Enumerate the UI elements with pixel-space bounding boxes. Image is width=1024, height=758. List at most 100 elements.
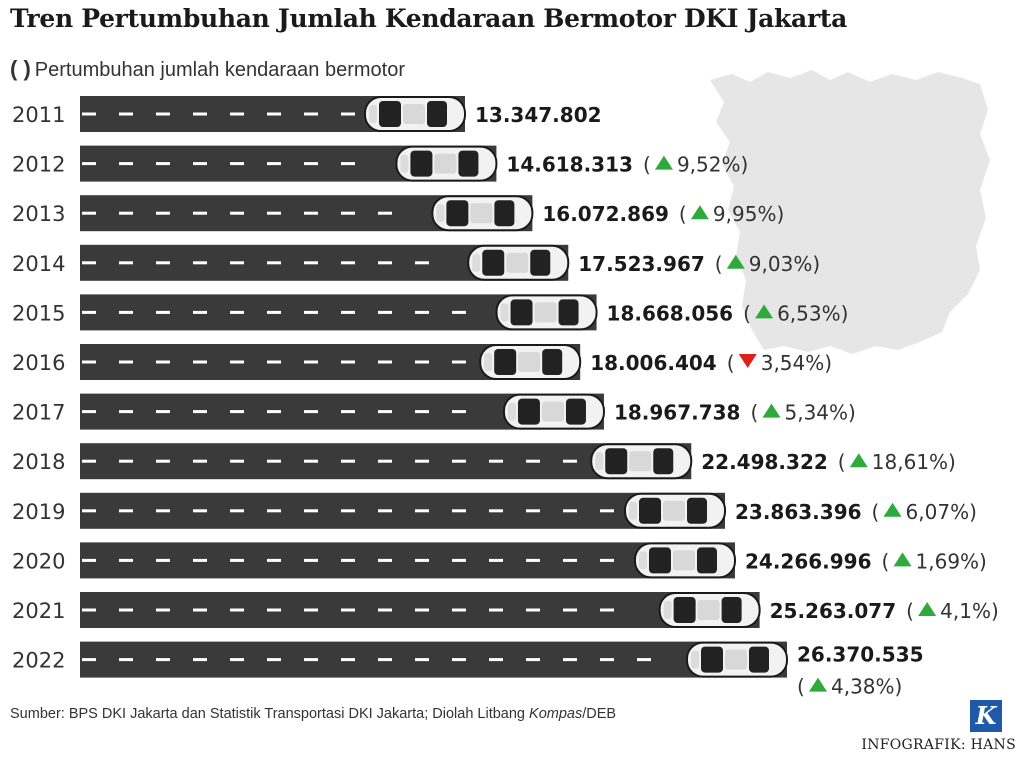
svg-text:(: ( — [750, 401, 758, 425]
lane-dash — [341, 360, 355, 364]
growth-label: (6,07%) — [872, 500, 977, 524]
value-label: 25.263.077 — [770, 599, 897, 623]
growth-label: (3,54%) — [727, 351, 832, 375]
lane-dash — [378, 360, 392, 364]
year-label: 2019 — [12, 500, 65, 524]
lane-dash — [341, 558, 355, 562]
value-label: 14.618.313 — [506, 153, 633, 177]
lane-dash — [119, 162, 133, 166]
lane-dash — [193, 162, 207, 166]
lane-dash — [193, 261, 207, 265]
lane-dash — [304, 459, 318, 463]
value-label: 13.347.802 — [475, 103, 602, 127]
lane-dash — [267, 658, 281, 662]
year-label: 2020 — [12, 549, 65, 573]
lane-dash — [82, 162, 96, 166]
lane-dash — [119, 310, 133, 314]
up-arrow-icon — [893, 552, 912, 567]
lane-dash — [304, 608, 318, 612]
legend-text: Pertumbuhan jumlah kendaraan bermotor — [34, 59, 405, 81]
lane-dash — [119, 261, 133, 265]
year-label: 2017 — [12, 401, 65, 425]
lane-dash — [415, 459, 429, 463]
lane-dash — [341, 509, 355, 513]
year-label: 2015 — [12, 301, 65, 325]
value-label: 18.668.056 — [607, 301, 734, 325]
lane-dash — [82, 310, 96, 314]
svg-text:6,07%): 6,07%) — [906, 500, 977, 524]
lane-dash — [193, 211, 207, 215]
lane-dash — [304, 410, 318, 414]
lane-dash — [415, 310, 429, 314]
lane-dash — [341, 211, 355, 215]
source-italic: Kompas — [529, 706, 583, 722]
lane-dash — [193, 509, 207, 513]
lane-dash — [415, 261, 429, 265]
infographic-credit: INFOGRAFIK: HANS — [861, 737, 1016, 753]
lane-dash — [156, 211, 170, 215]
lane-dash — [341, 261, 355, 265]
lane-dash — [341, 162, 355, 166]
lane-dash — [230, 608, 244, 612]
up-arrow-icon — [755, 304, 774, 319]
svg-text:(: ( — [906, 599, 914, 623]
lane-dash — [230, 360, 244, 364]
lane-dash — [267, 112, 281, 116]
lane-dash — [415, 658, 429, 662]
lane-dash — [119, 558, 133, 562]
lane-dash — [193, 310, 207, 314]
value-label: 23.863.396 — [735, 500, 862, 524]
lane-dash — [415, 558, 429, 562]
lane-dash — [230, 459, 244, 463]
lane-dash — [563, 658, 577, 662]
lane-dash — [267, 360, 281, 364]
value-label: 17.523.967 — [578, 252, 705, 276]
lane-dash — [267, 459, 281, 463]
lane-dash — [304, 360, 318, 364]
lane-dash — [378, 211, 392, 215]
legend-symbol: ( ) — [10, 56, 31, 81]
lane-dash — [82, 509, 96, 513]
lane-dash — [193, 459, 207, 463]
svg-text:(: ( — [643, 153, 651, 177]
lane-dash — [489, 658, 503, 662]
lane-dash — [526, 558, 540, 562]
car-icon — [364, 96, 466, 132]
svg-text:4,1%): 4,1%) — [940, 599, 999, 623]
growth-label: (6,53%) — [743, 301, 848, 325]
up-arrow-icon — [762, 403, 781, 418]
lane-dash — [82, 558, 96, 562]
growth-label: (4,38%) — [797, 675, 902, 699]
growth-label: (9,52%) — [643, 153, 748, 177]
svg-text:9,03%): 9,03%) — [749, 252, 820, 276]
year-label: 2021 — [12, 599, 65, 623]
car-icon — [686, 641, 788, 678]
lane-dash — [267, 310, 281, 314]
lane-dash — [489, 459, 503, 463]
lane-dash — [489, 608, 503, 612]
lane-dash — [304, 112, 318, 116]
lane-dash — [637, 658, 651, 662]
svg-text:(: ( — [872, 500, 880, 524]
svg-text:9,52%): 9,52%) — [677, 153, 748, 177]
car-icon — [590, 443, 693, 480]
lane-dash — [156, 112, 170, 116]
lane-dash — [193, 360, 207, 364]
lane-dash — [341, 310, 355, 314]
lane-dash — [267, 162, 281, 166]
svg-text:4,38%): 4,38%) — [831, 675, 902, 699]
lane-dash — [341, 459, 355, 463]
svg-text:(: ( — [838, 450, 846, 474]
lane-dash — [304, 261, 318, 265]
year-label: 2016 — [12, 351, 65, 375]
lane-dash — [378, 459, 392, 463]
lane-dash — [341, 658, 355, 662]
growth-label: (9,95%) — [679, 202, 784, 226]
lane-dash — [489, 509, 503, 513]
lane-dash — [119, 509, 133, 513]
lane-dash — [378, 261, 392, 265]
car-icon — [467, 244, 570, 281]
value-label: 26.370.535 — [797, 643, 924, 667]
lane-dash — [267, 211, 281, 215]
